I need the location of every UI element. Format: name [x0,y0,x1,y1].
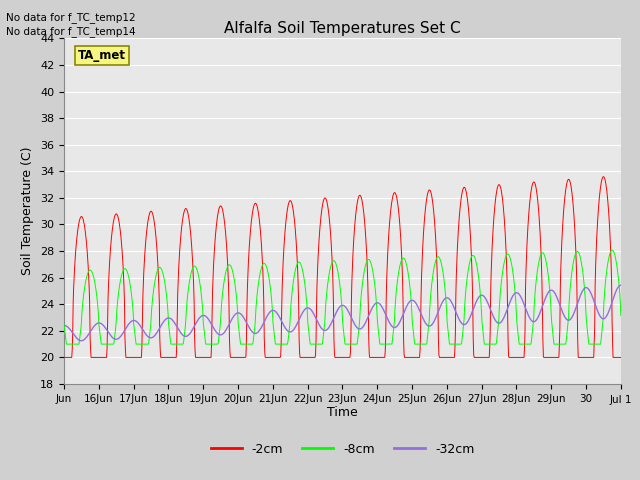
Text: Jul 1: Jul 1 [609,395,632,405]
Legend: -2cm, -8cm, -32cm: -2cm, -8cm, -32cm [205,438,479,461]
Text: TA_met: TA_met [78,49,126,62]
Y-axis label: Soil Temperature (C): Soil Temperature (C) [22,147,35,276]
Title: Alfalfa Soil Temperatures Set C: Alfalfa Soil Temperatures Set C [224,21,461,36]
X-axis label: Time: Time [327,407,358,420]
Text: No data for f_TC_temp14: No data for f_TC_temp14 [6,26,136,37]
Text: No data for f_TC_temp12: No data for f_TC_temp12 [6,12,136,23]
